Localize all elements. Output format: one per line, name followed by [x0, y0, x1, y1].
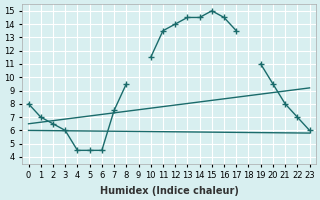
X-axis label: Humidex (Indice chaleur): Humidex (Indice chaleur) [100, 186, 238, 196]
